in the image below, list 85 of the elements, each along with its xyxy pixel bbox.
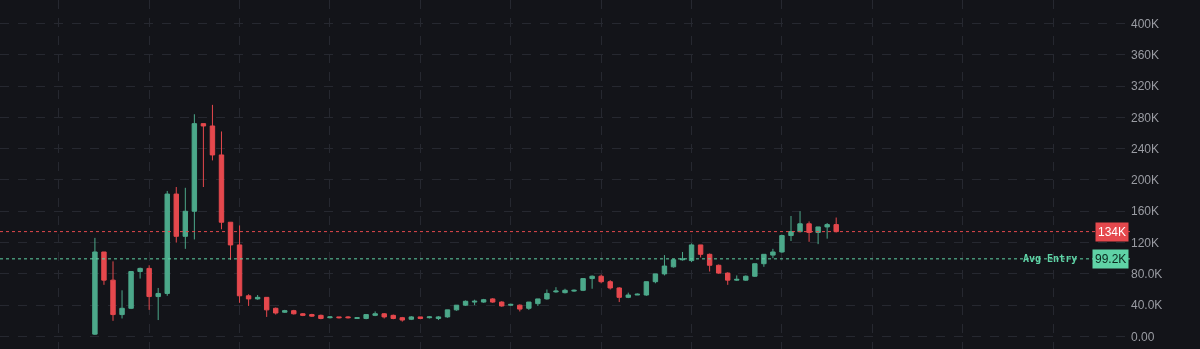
candlestick (752, 263, 758, 278)
candlestick (480, 298, 487, 304)
candlestick (471, 299, 478, 306)
candlestick (92, 237, 98, 336)
candlestick (309, 313, 315, 318)
candlestick (508, 303, 514, 307)
y-tick-label: 400K (1131, 16, 1160, 31)
candlestick (517, 303, 523, 312)
candlestick (643, 281, 650, 297)
candlestick (544, 289, 550, 301)
candlestick (408, 315, 415, 321)
candlestick (390, 314, 396, 320)
candlestick (417, 316, 424, 320)
y-tick-label: 160K (1131, 204, 1160, 219)
candlestick (291, 309, 297, 316)
candlestick (273, 307, 279, 316)
candlestick (453, 304, 460, 312)
candlestick (327, 315, 333, 319)
candlestick (263, 296, 270, 318)
candlestick (282, 309, 288, 314)
candlestick (209, 104, 216, 161)
ref-line-label: Avg Entry (1023, 253, 1078, 264)
candlestick (553, 286, 559, 294)
y-tick-label: 320K (1131, 79, 1160, 94)
candlestick (526, 301, 532, 311)
candlestick (372, 310, 378, 317)
candlestick (779, 234, 785, 254)
candlestick (363, 314, 369, 320)
candlestick (788, 215, 794, 242)
candlestick (164, 190, 170, 297)
candlestick (200, 123, 207, 188)
candlestick (824, 222, 830, 240)
y-tick-label: 360K (1131, 47, 1160, 62)
candlestick (245, 293, 252, 307)
candlestick (499, 300, 505, 308)
candlestick (300, 312, 306, 317)
candlestick (489, 297, 496, 304)
candlestick (743, 274, 749, 282)
candlestick (734, 274, 740, 282)
ref-line-label: 134K (1098, 225, 1127, 239)
candlestick (137, 267, 143, 280)
candlestick (254, 294, 261, 301)
y-tick-label: 40.0K (1131, 298, 1163, 313)
candlestick (616, 286, 622, 303)
candlestick (661, 254, 668, 276)
candlestick (381, 312, 387, 319)
candlestick (571, 289, 577, 293)
y-tick-label: 120K (1131, 235, 1160, 250)
candlestick (715, 263, 722, 275)
candlestick (706, 253, 713, 273)
candlestick (797, 210, 803, 233)
candlestick (318, 314, 324, 320)
candlestick (625, 292, 631, 299)
candlestick (191, 113, 198, 240)
candlestick (725, 271, 731, 286)
candlestick (652, 273, 659, 284)
y-tick-label: 200K (1131, 173, 1160, 188)
candlestick (535, 298, 541, 307)
candlestick (218, 130, 225, 230)
candlestick (770, 248, 776, 259)
candlestick (110, 260, 116, 322)
y-tick-label: 80.0K (1131, 267, 1163, 282)
candlestick (155, 287, 161, 321)
candlestick (697, 244, 704, 258)
candlestick (562, 288, 568, 294)
candlestick (101, 251, 107, 286)
candlestick (580, 278, 586, 292)
candlestick (182, 187, 189, 250)
y-tick-label: 0.00 (1131, 329, 1155, 344)
candlestick (399, 316, 405, 323)
y-tick-label: 240K (1131, 141, 1160, 156)
candlestick (607, 279, 613, 291)
candlestick (146, 264, 152, 311)
candlestick (462, 299, 469, 307)
candlestick (435, 315, 442, 321)
candlestick (119, 289, 125, 319)
candlestick (589, 274, 595, 290)
candlestick (345, 315, 351, 319)
candlestick (598, 274, 604, 284)
y-tick-label: 280K (1131, 110, 1160, 125)
annotation: 99.2K (1095, 252, 1127, 266)
candlestick (634, 292, 641, 296)
candlestick (444, 309, 451, 319)
candlestick (128, 271, 134, 310)
candlestick (336, 316, 342, 319)
